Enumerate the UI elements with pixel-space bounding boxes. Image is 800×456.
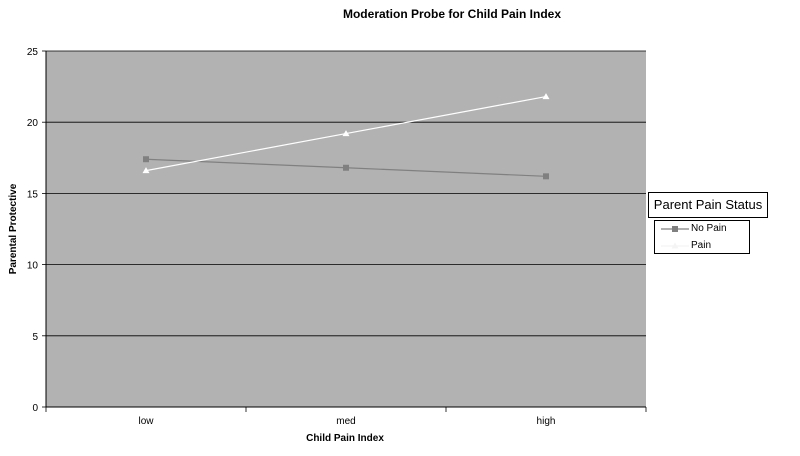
point-pain-high — [542, 93, 550, 100]
legend-item-no-pain: No Pain — [655, 221, 751, 237]
y-tick-label-0: 0 — [32, 403, 38, 414]
x-tick-label-med: med — [336, 416, 355, 427]
y-tick-label-10: 10 — [27, 261, 39, 272]
y-axis-label: Parental Protective — [8, 183, 19, 274]
x-tick-label-high: high — [537, 416, 556, 427]
legend-label-no-pain: No Pain — [691, 223, 727, 234]
y-tick-label-15: 15 — [27, 189, 39, 200]
legend-title: Parent Pain Status — [653, 197, 763, 212]
point-no-pain-low — [143, 156, 149, 163]
y-tick-label-5: 5 — [32, 332, 38, 343]
chart-title: Moderation Probe for Child Pain Index — [343, 7, 561, 21]
point-no-pain-high — [543, 173, 549, 180]
x-axis-label: Child Pain Index — [306, 433, 384, 444]
legend-label-pain: Pain — [691, 240, 712, 251]
y-tick-label-25: 25 — [27, 47, 39, 58]
legend-title-box: Parent Pain Status — [648, 192, 768, 218]
legend-item-pain: Pain — [655, 238, 751, 254]
legend: No Pain Pain — [654, 220, 750, 254]
point-pain-med — [342, 130, 350, 137]
point-no-pain-med — [343, 164, 349, 171]
x-tick-label-low: low — [138, 416, 154, 427]
legend-swatch-pain — [661, 242, 689, 249]
point-pain-low — [142, 167, 150, 174]
plot-area — [46, 51, 646, 407]
legend-swatch-no-pain — [661, 226, 689, 232]
y-tick-label-20: 20 — [27, 118, 39, 129]
